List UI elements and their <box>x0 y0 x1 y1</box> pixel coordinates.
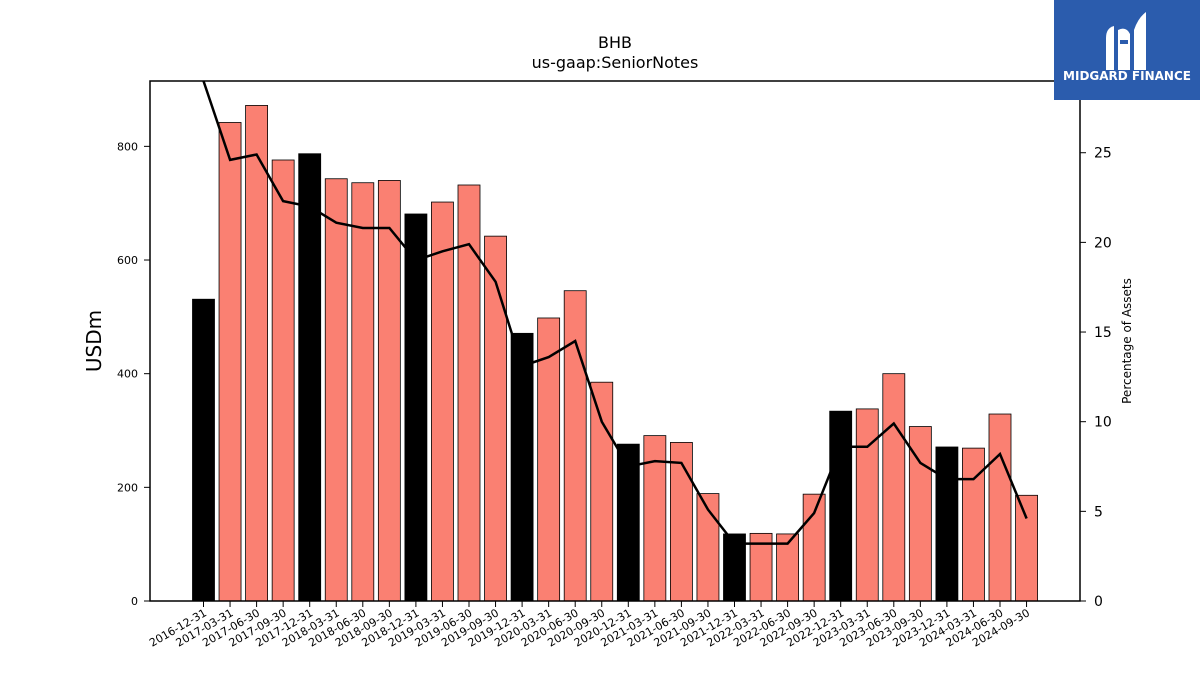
left-tick-label: 400 <box>117 368 138 381</box>
plot-frame <box>149 80 1081 602</box>
bar <box>192 298 215 602</box>
midgard-finance-logo: MIDGARD FINANCE <box>1054 0 1200 100</box>
bar <box>245 105 269 602</box>
bar-group <box>192 105 1038 602</box>
x-axis-ticks: 2016-12-312017-03-312017-06-302017-09-30… <box>147 601 1032 650</box>
bar <box>510 332 534 602</box>
chart-title: BHB <box>598 33 632 52</box>
y2-axis-label: Percentage of Assets <box>1120 278 1134 404</box>
right-tick-label: 0 <box>1094 594 1103 610</box>
bar <box>563 290 587 602</box>
right-tick-label: 15 <box>1094 325 1112 341</box>
bar <box>484 235 507 602</box>
bar <box>670 442 693 602</box>
bar <box>404 213 428 602</box>
bar <box>351 182 375 602</box>
bar <box>324 178 348 602</box>
bar <box>882 373 906 602</box>
right-tick-label: 20 <box>1094 235 1112 251</box>
bar <box>988 413 1012 602</box>
right-tick-label: 10 <box>1094 415 1112 431</box>
bar <box>590 381 614 602</box>
right-tick-label: 25 <box>1094 146 1112 162</box>
bar <box>855 408 879 602</box>
right-tick-label: 5 <box>1094 504 1103 520</box>
left-tick-label: 600 <box>117 254 138 267</box>
bar <box>377 180 401 602</box>
bar <box>829 410 853 602</box>
logo-mark-icon <box>1106 12 1146 71</box>
chart-subtitle: us-gaap:SeniorNotes <box>532 53 699 72</box>
logo-text: MIDGARD FINANCE <box>1063 69 1191 83</box>
percentage-line <box>202 80 1028 545</box>
bar <box>298 153 322 602</box>
left-tick-label: 0 <box>131 595 138 608</box>
bar <box>1015 494 1038 602</box>
y-axis-label: USDm <box>82 310 106 372</box>
bar <box>271 159 295 602</box>
left-tick-label: 800 <box>117 140 138 153</box>
bar <box>431 201 454 602</box>
bar <box>935 446 959 602</box>
left-axis-ticks: 0 200 400 600 800 <box>117 140 150 608</box>
left-tick-label: 200 <box>117 481 138 494</box>
bar <box>218 122 242 602</box>
right-axis-ticks: 0 5 10 15 20 25 <box>1080 146 1112 610</box>
